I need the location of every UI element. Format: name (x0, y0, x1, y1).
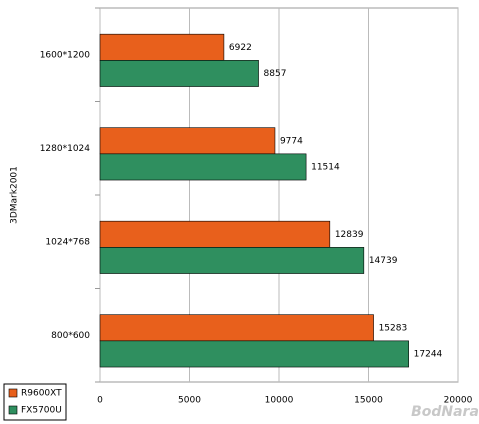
legend-swatch (8, 405, 18, 415)
bar (99, 33, 225, 61)
data-label: 17244 (414, 349, 443, 359)
watermark: BodNara (411, 404, 479, 420)
bar (99, 127, 276, 155)
y-tick-label: 800*600 (51, 331, 90, 341)
bar (99, 153, 307, 181)
bar (99, 60, 259, 87)
y-tick-label: 1280*1024 (40, 144, 91, 154)
bar (99, 247, 365, 274)
y-tick-label: 1024*768 (45, 237, 90, 247)
data-label: 15283 (379, 323, 408, 333)
bar (99, 220, 331, 248)
y-axis-label: 3DMark2001 (10, 166, 20, 224)
x-tick-label: 10000 (265, 396, 294, 406)
data-label: 12839 (335, 230, 364, 240)
y-tick-label: 1600*1200 (40, 50, 91, 60)
legend-swatch (8, 388, 18, 398)
data-label: 14739 (369, 256, 398, 266)
legend-label: R9600XT (21, 389, 62, 399)
data-label: 11514 (311, 162, 340, 172)
x-tick-label: 20000 (444, 396, 473, 406)
x-tick-label: 0 (97, 396, 103, 406)
bar (99, 314, 374, 342)
x-tick-label: 5000 (178, 396, 201, 406)
data-label: 9774 (280, 136, 303, 146)
x-tick-label: 15000 (354, 396, 383, 406)
data-label: 6922 (229, 43, 252, 53)
bar (99, 340, 409, 368)
data-label: 8857 (264, 69, 287, 79)
legend-label: FX5700U (21, 406, 62, 416)
